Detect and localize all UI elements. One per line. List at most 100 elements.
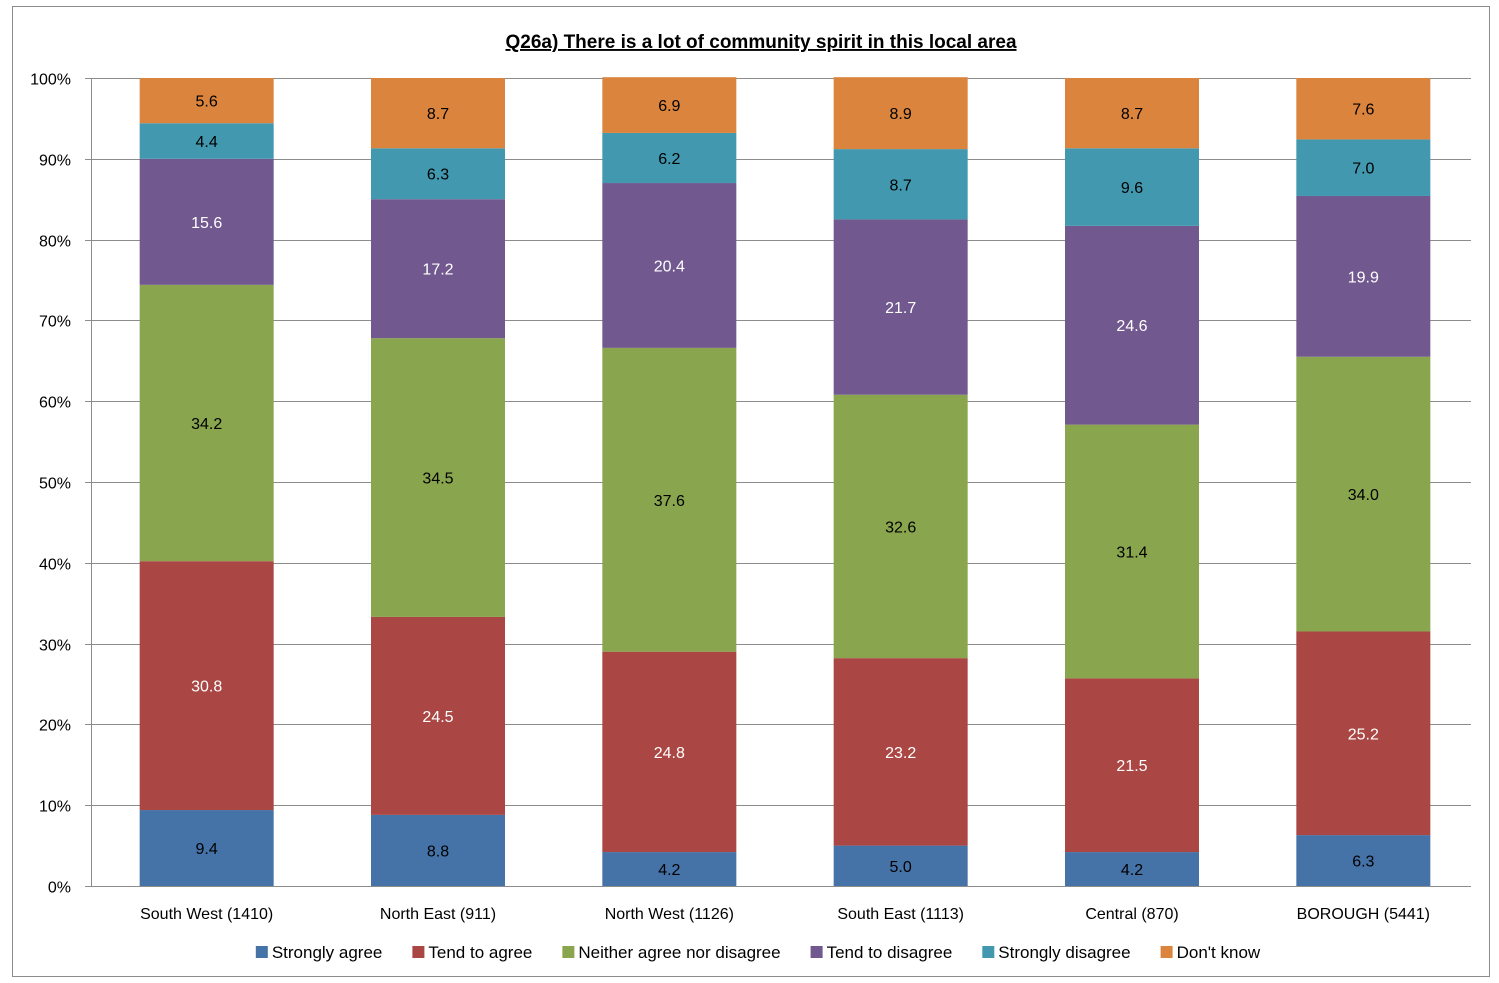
- bar-segment: [1296, 631, 1431, 836]
- y-tick-label: 20%: [39, 718, 71, 735]
- legend-item: Strongly disagree: [982, 943, 1131, 962]
- bar-segment: [833, 149, 968, 220]
- data-label: 8.9: [890, 106, 912, 123]
- data-label: 17.2: [422, 262, 453, 279]
- legend-swatch: [255, 946, 268, 958]
- bar-segment: [139, 284, 274, 562]
- bar-segment: [602, 852, 737, 886]
- data-label: 8.8: [427, 843, 449, 860]
- bar-segment: [833, 658, 968, 846]
- legend-swatch: [562, 946, 575, 958]
- data-label: 15.6: [191, 215, 222, 232]
- bar-segment: [1296, 356, 1431, 632]
- x-category-label: North West (1126): [605, 906, 734, 923]
- data-label: 6.3: [427, 167, 449, 184]
- data-label: 8.7: [1121, 106, 1143, 123]
- bar-segment: [1065, 78, 1199, 149]
- bar-segment: [602, 132, 737, 184]
- data-label: 24.8: [654, 745, 685, 762]
- data-label: 19.9: [1348, 269, 1379, 286]
- x-category-label: Central (870): [1085, 906, 1178, 923]
- x-axis-categories: South West (1410) North East (911) North W…: [140, 906, 1430, 923]
- bar-segment: [602, 183, 737, 348]
- bar-segment: [371, 338, 505, 617]
- bar-segment: [833, 845, 968, 886]
- legend-label: Strongly agree: [272, 943, 383, 962]
- y-tick-label: 30%: [39, 638, 71, 655]
- data-label: 8.7: [427, 106, 449, 123]
- bar-segment: [139, 158, 274, 285]
- legend-swatch: [1160, 946, 1173, 958]
- bar-segment: [602, 651, 737, 853]
- data-label: 5.0: [890, 859, 912, 876]
- x-category-label: BOROUGH (5441): [1297, 906, 1430, 923]
- data-label: 25.2: [1348, 726, 1379, 743]
- bar-segment: [833, 77, 968, 150]
- bar-segment: [833, 394, 968, 659]
- y-tick-label: 0%: [48, 880, 71, 897]
- y-tick-label: 10%: [39, 799, 71, 816]
- chart-title: Q26a) There is a lot of community spirit…: [505, 32, 1016, 53]
- data-label: 9.6: [1121, 180, 1143, 197]
- data-label: 7.0: [1352, 161, 1374, 178]
- data-label: 21.5: [1116, 758, 1147, 775]
- legend-item: Tend to disagree: [810, 943, 952, 962]
- data-label: 6.9: [658, 98, 680, 115]
- legend-label: Neither agree nor disagree: [578, 943, 780, 962]
- legend-label: Tend to agree: [428, 943, 532, 962]
- data-label: 8.7: [890, 177, 912, 194]
- bar-segment: [1296, 78, 1431, 140]
- data-label: 20.4: [654, 258, 685, 275]
- bar-segment: [1065, 424, 1199, 679]
- data-label: 21.7: [885, 300, 916, 317]
- x-category-label: South East (1113): [837, 906, 964, 923]
- legend-label: Don't know: [1177, 943, 1261, 962]
- data-label: 4.4: [196, 134, 218, 151]
- data-label: 34.2: [191, 416, 222, 433]
- data-label: 37.6: [654, 493, 685, 510]
- data-label: 9.4: [196, 841, 218, 858]
- data-label: 31.4: [1116, 544, 1147, 561]
- y-tick-label: 40%: [39, 557, 71, 574]
- y-tick-label: 60%: [39, 395, 71, 412]
- chart-svg: Q26a) There is a lot of community spirit…: [30, 32, 1471, 962]
- bar-segment: [833, 219, 968, 395]
- data-label: 30.8: [191, 679, 222, 696]
- bar-segment: [371, 616, 505, 815]
- legend-item: Tend to agree: [412, 943, 532, 962]
- bar-segment: [1065, 225, 1199, 425]
- y-tick-label: 100%: [30, 72, 71, 89]
- bar-segment: [139, 561, 274, 811]
- bar-segment: [371, 148, 505, 200]
- data-label: 7.6: [1352, 102, 1374, 119]
- bar-segment: [1065, 678, 1199, 853]
- bar-segment: [1065, 852, 1199, 886]
- data-label: 24.5: [422, 709, 453, 726]
- gridlines: [85, 78, 1471, 887]
- bar-segment: [1296, 835, 1431, 886]
- bar-segment: [139, 810, 274, 886]
- bar-segment: [1065, 148, 1199, 226]
- y-tick-label: 80%: [39, 234, 71, 251]
- legend-swatch: [982, 946, 995, 958]
- data-label: 34.0: [1348, 487, 1379, 504]
- bars: [139, 77, 1431, 886]
- y-tick-label: 70%: [39, 314, 71, 331]
- legend: Strongly agree Tend to agree Neither agree…: [255, 943, 1261, 962]
- bar-segment: [371, 199, 505, 339]
- bar-segment: [602, 347, 737, 652]
- legend-swatch: [810, 946, 823, 958]
- y-tick-label: 90%: [39, 153, 71, 170]
- bar-segment: [139, 123, 274, 159]
- x-category-label: South West (1410): [140, 906, 273, 923]
- data-label: 32.6: [885, 519, 916, 536]
- data-labels: 9.4 30.8 34.2 15.6 4.4 5.6 8.8 24.5 34.5 17.2 6.3 8…: [91, 94, 1471, 887]
- legend-item: Strongly agree: [255, 943, 383, 962]
- bar-segment: [139, 78, 274, 124]
- bar-segment: [1296, 195, 1431, 357]
- bar-segment: [371, 814, 505, 886]
- x-category-label: North East (911): [380, 906, 496, 923]
- data-label: 34.5: [422, 471, 453, 488]
- legend-item: Don't know: [1160, 943, 1261, 962]
- data-label: 4.2: [658, 862, 680, 879]
